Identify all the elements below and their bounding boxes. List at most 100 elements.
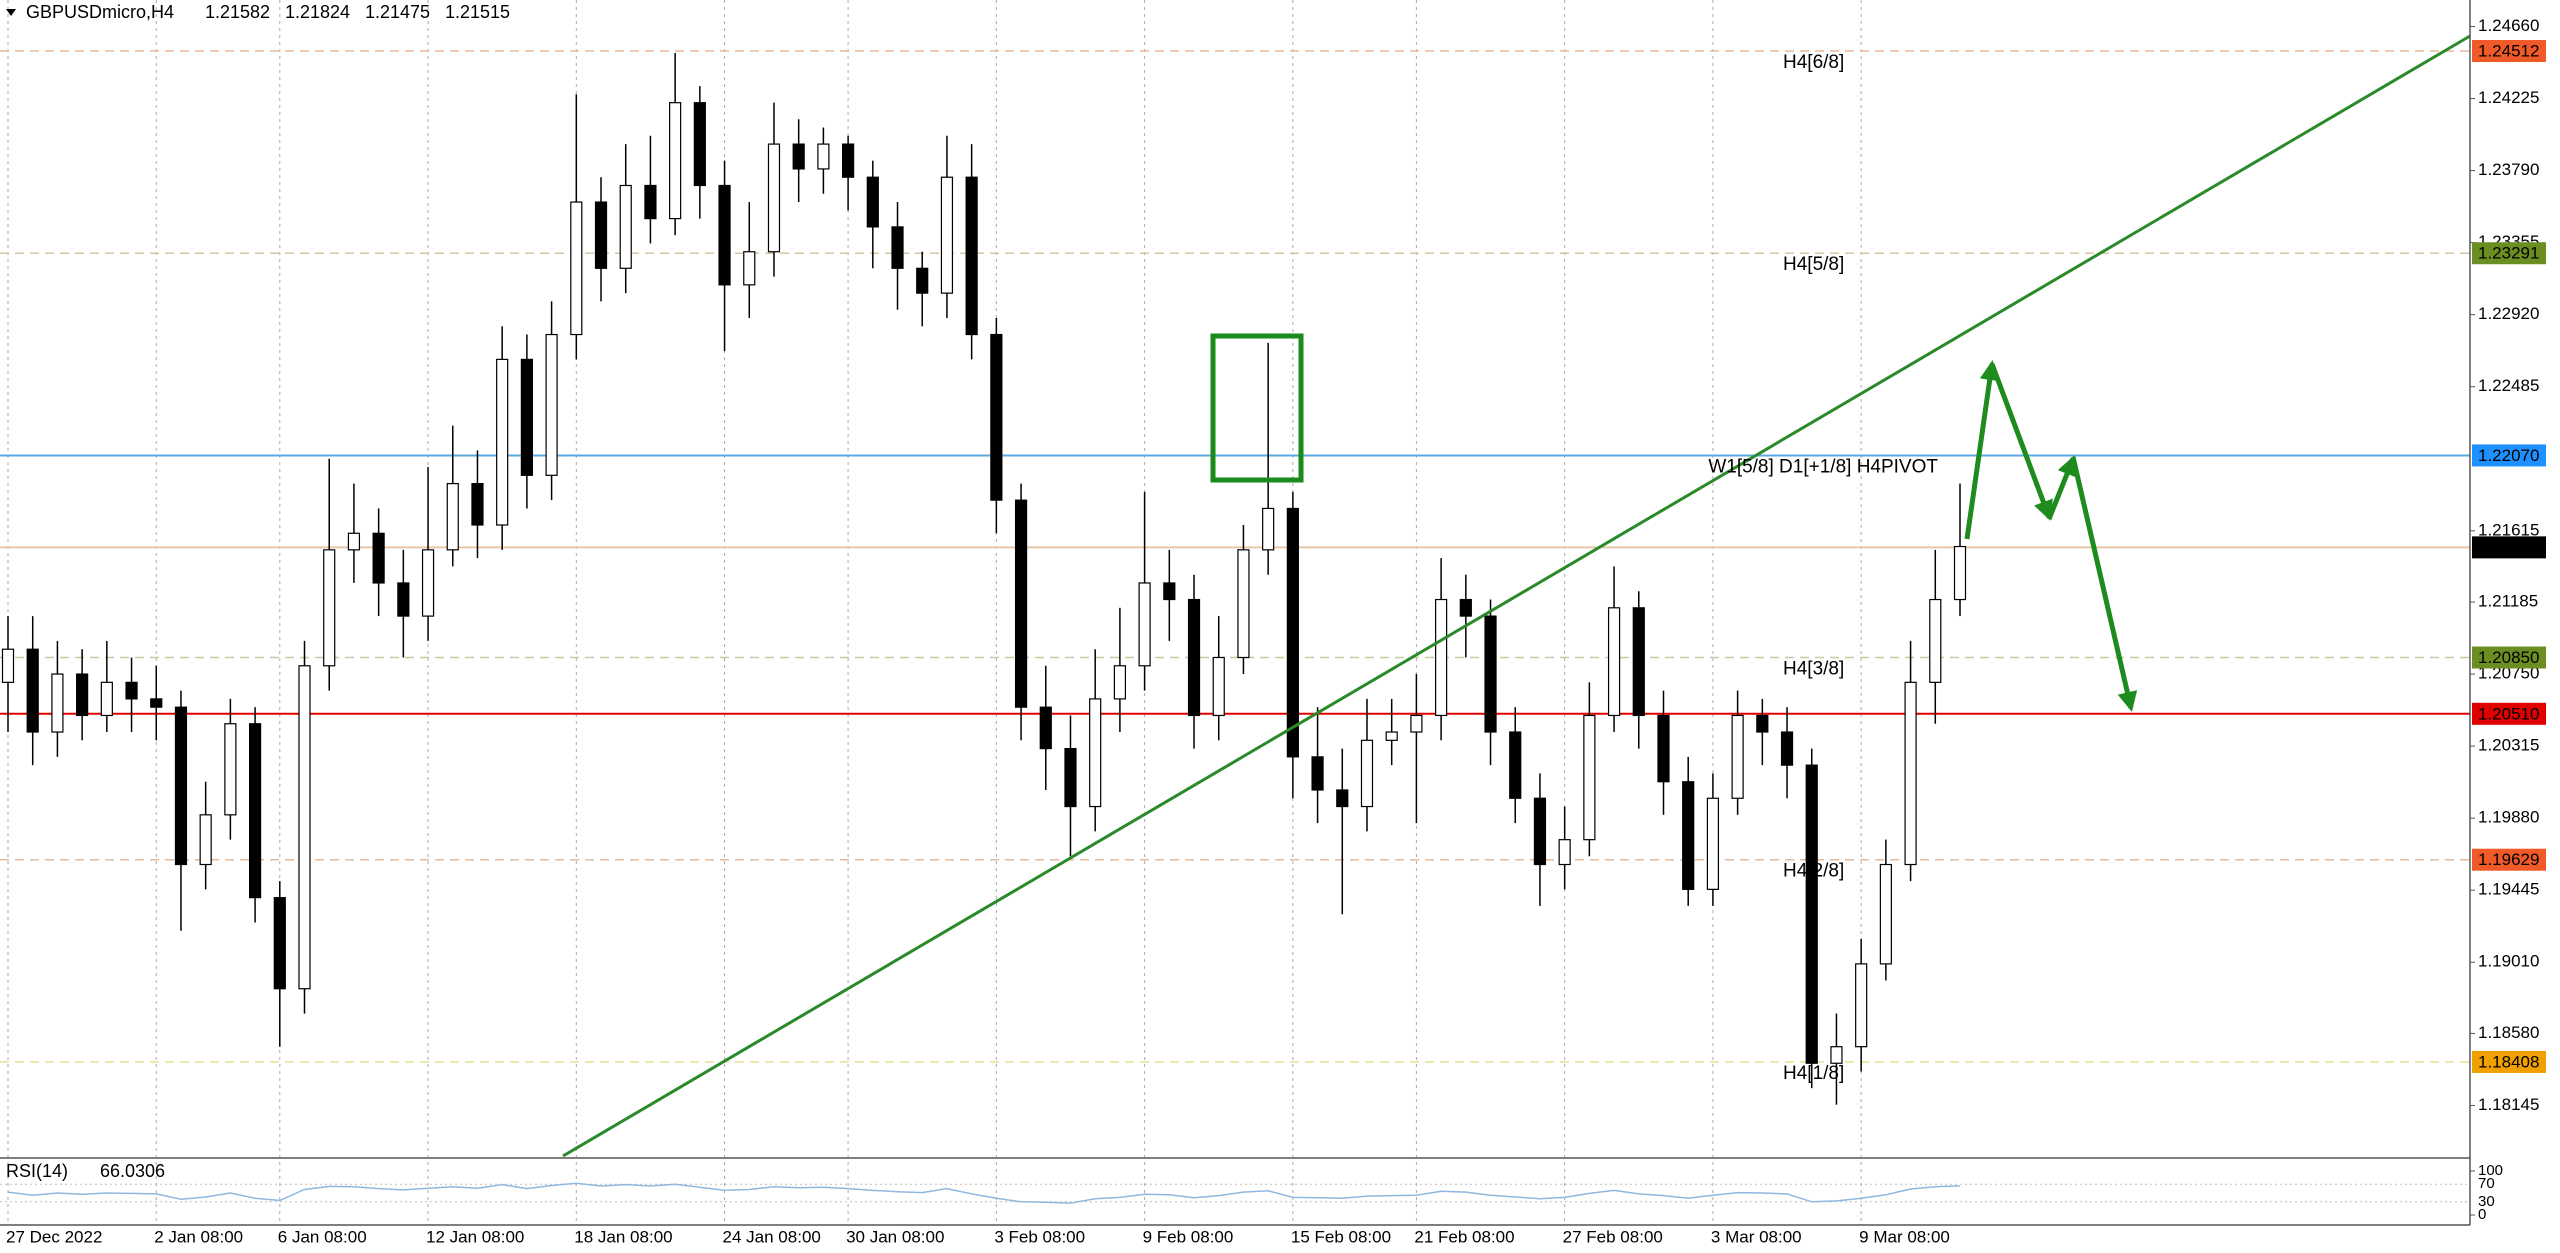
candle-body <box>150 698 163 708</box>
y-tick-label: 1.24660 <box>2478 16 2539 35</box>
level-price-box <box>2472 1050 2546 1073</box>
rsi-tick-label: 0 <box>2478 1206 2486 1223</box>
candles-layer <box>1 52 1967 1105</box>
candle-body <box>1657 714 1670 783</box>
candle-body <box>323 549 336 667</box>
candle-body <box>1484 615 1497 733</box>
candle-body <box>594 201 608 269</box>
highlight-box <box>1210 333 1304 483</box>
candle-body <box>1731 714 1744 799</box>
candle-body <box>1558 839 1571 866</box>
x-tick-label: 9 Mar 08:00 <box>1859 1227 1950 1246</box>
forecast-arrow <box>2046 455 2077 520</box>
candle-body <box>891 226 904 269</box>
rsi-tick-label: 70 <box>2478 1175 2495 1192</box>
x-tick-label: 12 Jan 08:00 <box>426 1227 524 1246</box>
forecast-arrow <box>2070 456 2138 712</box>
candle-body <box>1533 797 1547 866</box>
y-tick-label: 1.22485 <box>2478 376 2539 395</box>
candle-body <box>1780 731 1794 766</box>
candle-body <box>842 143 855 178</box>
x-tick-label: 30 Jan 08:00 <box>846 1227 944 1246</box>
candle-body <box>570 201 583 336</box>
level-price-box <box>2472 40 2546 63</box>
level-price-label: 1.20510 <box>2478 704 2539 723</box>
level-price-label: 1.23291 <box>2478 244 2539 263</box>
candle-body <box>1237 549 1250 659</box>
candle-body <box>471 482 484 526</box>
level-price-label: 1.21515 <box>2478 538 2539 557</box>
candle-body <box>1830 1046 1843 1064</box>
forecast-arrow <box>1964 360 2000 540</box>
candle-body <box>248 723 262 899</box>
candle-body <box>916 267 929 294</box>
symbol: GBPUSDmicro,H4 <box>26 2 174 22</box>
candle-body <box>1756 714 1769 733</box>
candle-body <box>1410 714 1423 733</box>
candle-body <box>743 251 756 286</box>
candle-body <box>1311 756 1324 791</box>
menu-triangle <box>6 9 16 16</box>
candle-body <box>669 102 682 220</box>
x-tick-label: 15 Feb 08:00 <box>1291 1227 1391 1246</box>
quote-group: 1.21582 1.21824 1.21475 1.21515 <box>205 2 510 22</box>
x-tick-label: 3 Mar 08:00 <box>1711 1227 1802 1246</box>
candle-body <box>1385 731 1398 741</box>
rsi-line <box>7 1182 1961 1204</box>
rsi-tick-label: 30 <box>2478 1193 2495 1210</box>
level-price-label: 1.24512 <box>2478 41 2539 60</box>
candle-body <box>100 681 113 717</box>
candle-body <box>76 673 89 717</box>
y-tick-label: 1.19010 <box>2478 952 2539 971</box>
candle-body <box>26 648 39 733</box>
trend-line <box>562 34 2471 1158</box>
y-tick-label: 1.20315 <box>2478 736 2539 755</box>
candle-body <box>1212 656 1225 717</box>
x-tick-label: 9 Feb 08:00 <box>1143 1227 1234 1246</box>
level-label: H4[2/8] <box>1783 861 1844 882</box>
candle-body <box>1435 598 1448 717</box>
candle-body <box>1904 681 1917 866</box>
y-tick-label: 1.21185 <box>2478 591 2538 610</box>
candle-body <box>1014 499 1028 708</box>
candle-body <box>1855 963 1868 1048</box>
candle-body <box>1113 665 1126 700</box>
candle-body <box>1360 739 1374 808</box>
y-tick-label: 1.21615 <box>2478 520 2539 539</box>
candle-body <box>792 143 805 170</box>
x-tick-label: 2 Jan 08:00 <box>154 1227 243 1246</box>
level-price-label: 1.22070 <box>2478 446 2539 465</box>
level-price-label: 1.18408 <box>2478 1052 2539 1071</box>
level-label: H4[5/8] <box>1783 254 1844 275</box>
candle-body <box>496 358 509 526</box>
level-label: H4[6/8] <box>1783 52 1844 73</box>
quote-value: 1.21515 <box>445 2 510 22</box>
y-tick-label: 1.19445 <box>2478 880 2539 899</box>
candle-body <box>1089 698 1102 808</box>
candle-body <box>1459 598 1472 617</box>
candle-body <box>1682 781 1695 890</box>
candle-body <box>1138 582 1151 667</box>
level-price-box <box>2472 242 2546 265</box>
y-tick-label: 1.18580 <box>2478 1023 2539 1042</box>
candle-body <box>965 176 978 336</box>
candle-body <box>1163 582 1176 601</box>
candle-body <box>1336 789 1349 808</box>
candle-body <box>1 648 15 683</box>
quote-value: 1.21824 <box>285 2 350 22</box>
y-tick-label: 1.18145 <box>2478 1095 2539 1114</box>
candle-body <box>199 814 212 866</box>
candle-body <box>619 184 632 269</box>
candle-body <box>298 665 311 990</box>
candle-body <box>174 706 188 866</box>
y-tick-label: 1.24225 <box>2478 88 2539 107</box>
candle-body <box>718 184 731 286</box>
y-tick-label: 1.22920 <box>2478 304 2539 323</box>
candle-body <box>767 143 781 253</box>
x-tick-label: 27 Dec 2022 <box>6 1227 102 1246</box>
candle-body <box>1286 507 1299 758</box>
x-tick-label: 27 Feb 08:00 <box>1563 1227 1663 1246</box>
candle-body <box>1039 706 1052 750</box>
